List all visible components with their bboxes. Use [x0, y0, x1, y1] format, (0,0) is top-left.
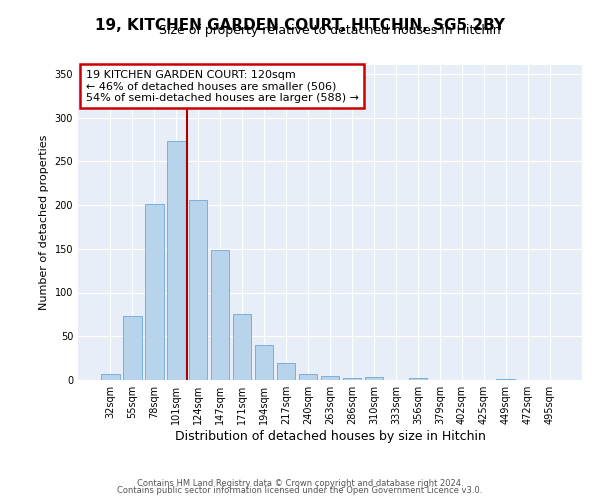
Text: Contains public sector information licensed under the Open Government Licence v3: Contains public sector information licen…: [118, 486, 482, 495]
Text: Contains HM Land Registry data © Crown copyright and database right 2024.: Contains HM Land Registry data © Crown c…: [137, 478, 463, 488]
Bar: [343, 378, 361, 380]
Bar: [101, 374, 119, 380]
Bar: [123, 316, 142, 380]
X-axis label: Distribution of detached houses by size in Hitchin: Distribution of detached houses by size …: [175, 430, 485, 443]
Text: 19, KITCHEN GARDEN COURT, HITCHIN, SG5 2BY: 19, KITCHEN GARDEN COURT, HITCHIN, SG5 2…: [95, 18, 505, 32]
Bar: [277, 362, 295, 380]
Bar: [233, 314, 251, 380]
Bar: [167, 141, 185, 380]
Bar: [409, 378, 427, 380]
Y-axis label: Number of detached properties: Number of detached properties: [39, 135, 49, 310]
Bar: [299, 374, 317, 380]
Bar: [211, 250, 229, 380]
Bar: [145, 204, 164, 380]
Bar: [255, 345, 274, 380]
Bar: [320, 376, 340, 380]
Bar: [496, 379, 515, 380]
Text: 19 KITCHEN GARDEN COURT: 120sqm
← 46% of detached houses are smaller (506)
54% o: 19 KITCHEN GARDEN COURT: 120sqm ← 46% of…: [86, 70, 359, 103]
Bar: [189, 200, 208, 380]
Bar: [365, 378, 383, 380]
Title: Size of property relative to detached houses in Hitchin: Size of property relative to detached ho…: [159, 24, 501, 38]
